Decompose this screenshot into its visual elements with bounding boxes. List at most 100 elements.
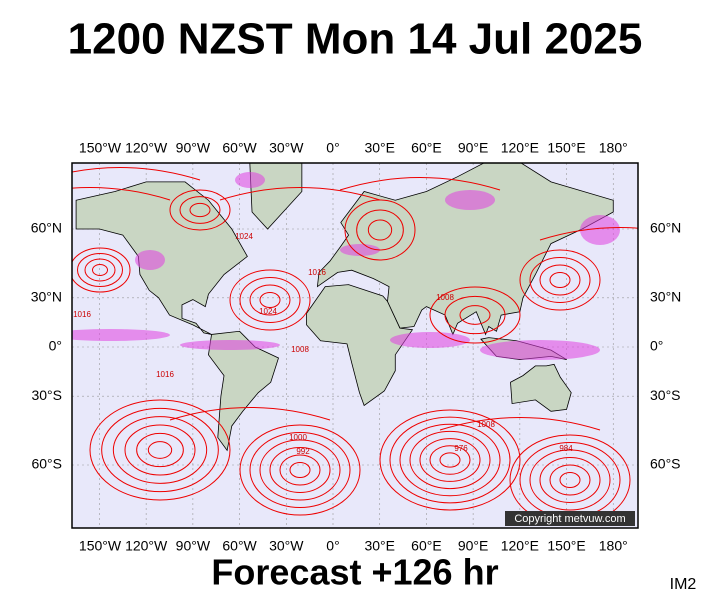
isobar <box>549 272 571 288</box>
precip <box>135 250 165 270</box>
isobar <box>169 189 231 231</box>
pressure-label: 1008 <box>436 293 454 302</box>
longitude-label-top: 60°E <box>411 140 442 156</box>
isobar <box>529 449 611 511</box>
pressure-label: 984 <box>559 444 573 453</box>
pressure-label: 992 <box>296 447 310 456</box>
isobar <box>259 292 281 308</box>
longitude-label-top: 180° <box>599 140 628 156</box>
map-frame <box>71 162 639 529</box>
longitude-label-bottom: 150°W <box>79 538 122 554</box>
precip <box>580 215 620 245</box>
longitude-label-top: 120°E <box>501 140 539 156</box>
longitude-label-bottom: 90°E <box>458 538 489 554</box>
isobar <box>439 417 601 431</box>
isobar <box>444 295 506 335</box>
longitude-label-bottom: 0° <box>326 538 339 554</box>
isobar <box>189 202 211 218</box>
isobar <box>549 464 591 496</box>
isobar <box>389 416 511 504</box>
isobar <box>539 227 638 241</box>
longitude-label-top: 90°W <box>176 140 211 156</box>
longitude-label-top: 150°W <box>79 140 122 156</box>
isobar <box>289 462 311 478</box>
isobar <box>77 253 123 287</box>
precip <box>235 172 265 188</box>
longitude-label-top: 120°W <box>125 140 168 156</box>
forecast-label: Forecast +126 hr <box>211 552 498 593</box>
longitude-label-top: 30°W <box>269 140 304 156</box>
precip <box>72 329 170 341</box>
longitude-label-bottom: 60°W <box>222 538 257 554</box>
latitude-label-left: 30°N <box>31 288 62 304</box>
longitude-label-bottom: 180° <box>599 538 628 554</box>
precip <box>180 340 280 350</box>
pressure-label: 1008 <box>291 345 309 354</box>
latitude-label-left: 0° <box>49 338 62 354</box>
isobar <box>169 407 331 421</box>
isobar <box>419 438 481 482</box>
isobar <box>112 416 208 484</box>
isobar <box>84 258 116 282</box>
isobar <box>72 187 171 201</box>
precip <box>445 190 495 210</box>
image-code: IM2 <box>670 576 697 593</box>
isobar <box>519 249 601 311</box>
map-area: 1024 1016 1008 1016 1024 1016 1008 1000 992 976 98… <box>72 163 638 528</box>
pressure-label: 1024 <box>259 307 277 316</box>
isobar <box>279 454 321 486</box>
longitude-label-top: 0° <box>326 140 339 156</box>
pressure-label: 1008 <box>477 420 495 429</box>
isobar <box>539 264 581 296</box>
pressure-label: 1000 <box>289 433 307 442</box>
latitude-label-right: 60°N <box>650 220 681 236</box>
latitude-label-left: 60°N <box>31 220 62 236</box>
isobar <box>429 286 521 344</box>
latitude-label-left: 60°S <box>31 456 62 472</box>
isobar <box>439 452 461 468</box>
latitude-label-right: 30°S <box>650 387 681 403</box>
longitude-label-top: 30°E <box>364 140 395 156</box>
isobar <box>539 457 601 503</box>
isobar <box>379 409 521 511</box>
isobar <box>239 424 361 516</box>
longitude-label-top: 90°E <box>458 140 489 156</box>
longitude-label-top: 150°E <box>547 140 585 156</box>
isobar <box>367 219 393 241</box>
precip <box>480 340 600 360</box>
isobar <box>409 430 491 490</box>
longitude-label-bottom: 60°E <box>411 538 442 554</box>
land <box>510 363 572 412</box>
isobar <box>399 423 501 497</box>
latitude-label-right: 30°N <box>650 288 681 304</box>
latitude-label-left: 30°S <box>31 387 62 403</box>
isobar <box>356 209 404 251</box>
longitude-label-bottom: 120°E <box>501 538 539 554</box>
longitude-label-bottom: 150°E <box>547 538 585 554</box>
longitude-label-bottom: 90°W <box>176 538 211 554</box>
precip <box>340 244 380 256</box>
isobar <box>529 257 591 303</box>
longitude-label-bottom: 30°E <box>364 538 395 554</box>
pressure-label: 1016 <box>308 268 326 277</box>
isobar <box>124 424 196 476</box>
copyright-box <box>505 511 635 526</box>
isobar <box>249 432 351 508</box>
isobar <box>72 247 131 293</box>
isobar <box>269 447 331 493</box>
isobar <box>147 441 173 459</box>
isobar <box>136 432 184 468</box>
pressure-label: 976 <box>454 444 468 453</box>
pressure-label: 1024 <box>235 232 253 241</box>
isobar <box>259 439 341 501</box>
precip <box>390 332 470 348</box>
latitude-label-right: 60°S <box>650 456 681 472</box>
isobar <box>249 284 291 316</box>
latitude-label-right: 0° <box>650 338 663 354</box>
isobar <box>92 264 108 276</box>
land <box>306 284 414 407</box>
isobar <box>72 167 201 181</box>
isobar <box>101 407 219 493</box>
isobar <box>459 305 491 325</box>
